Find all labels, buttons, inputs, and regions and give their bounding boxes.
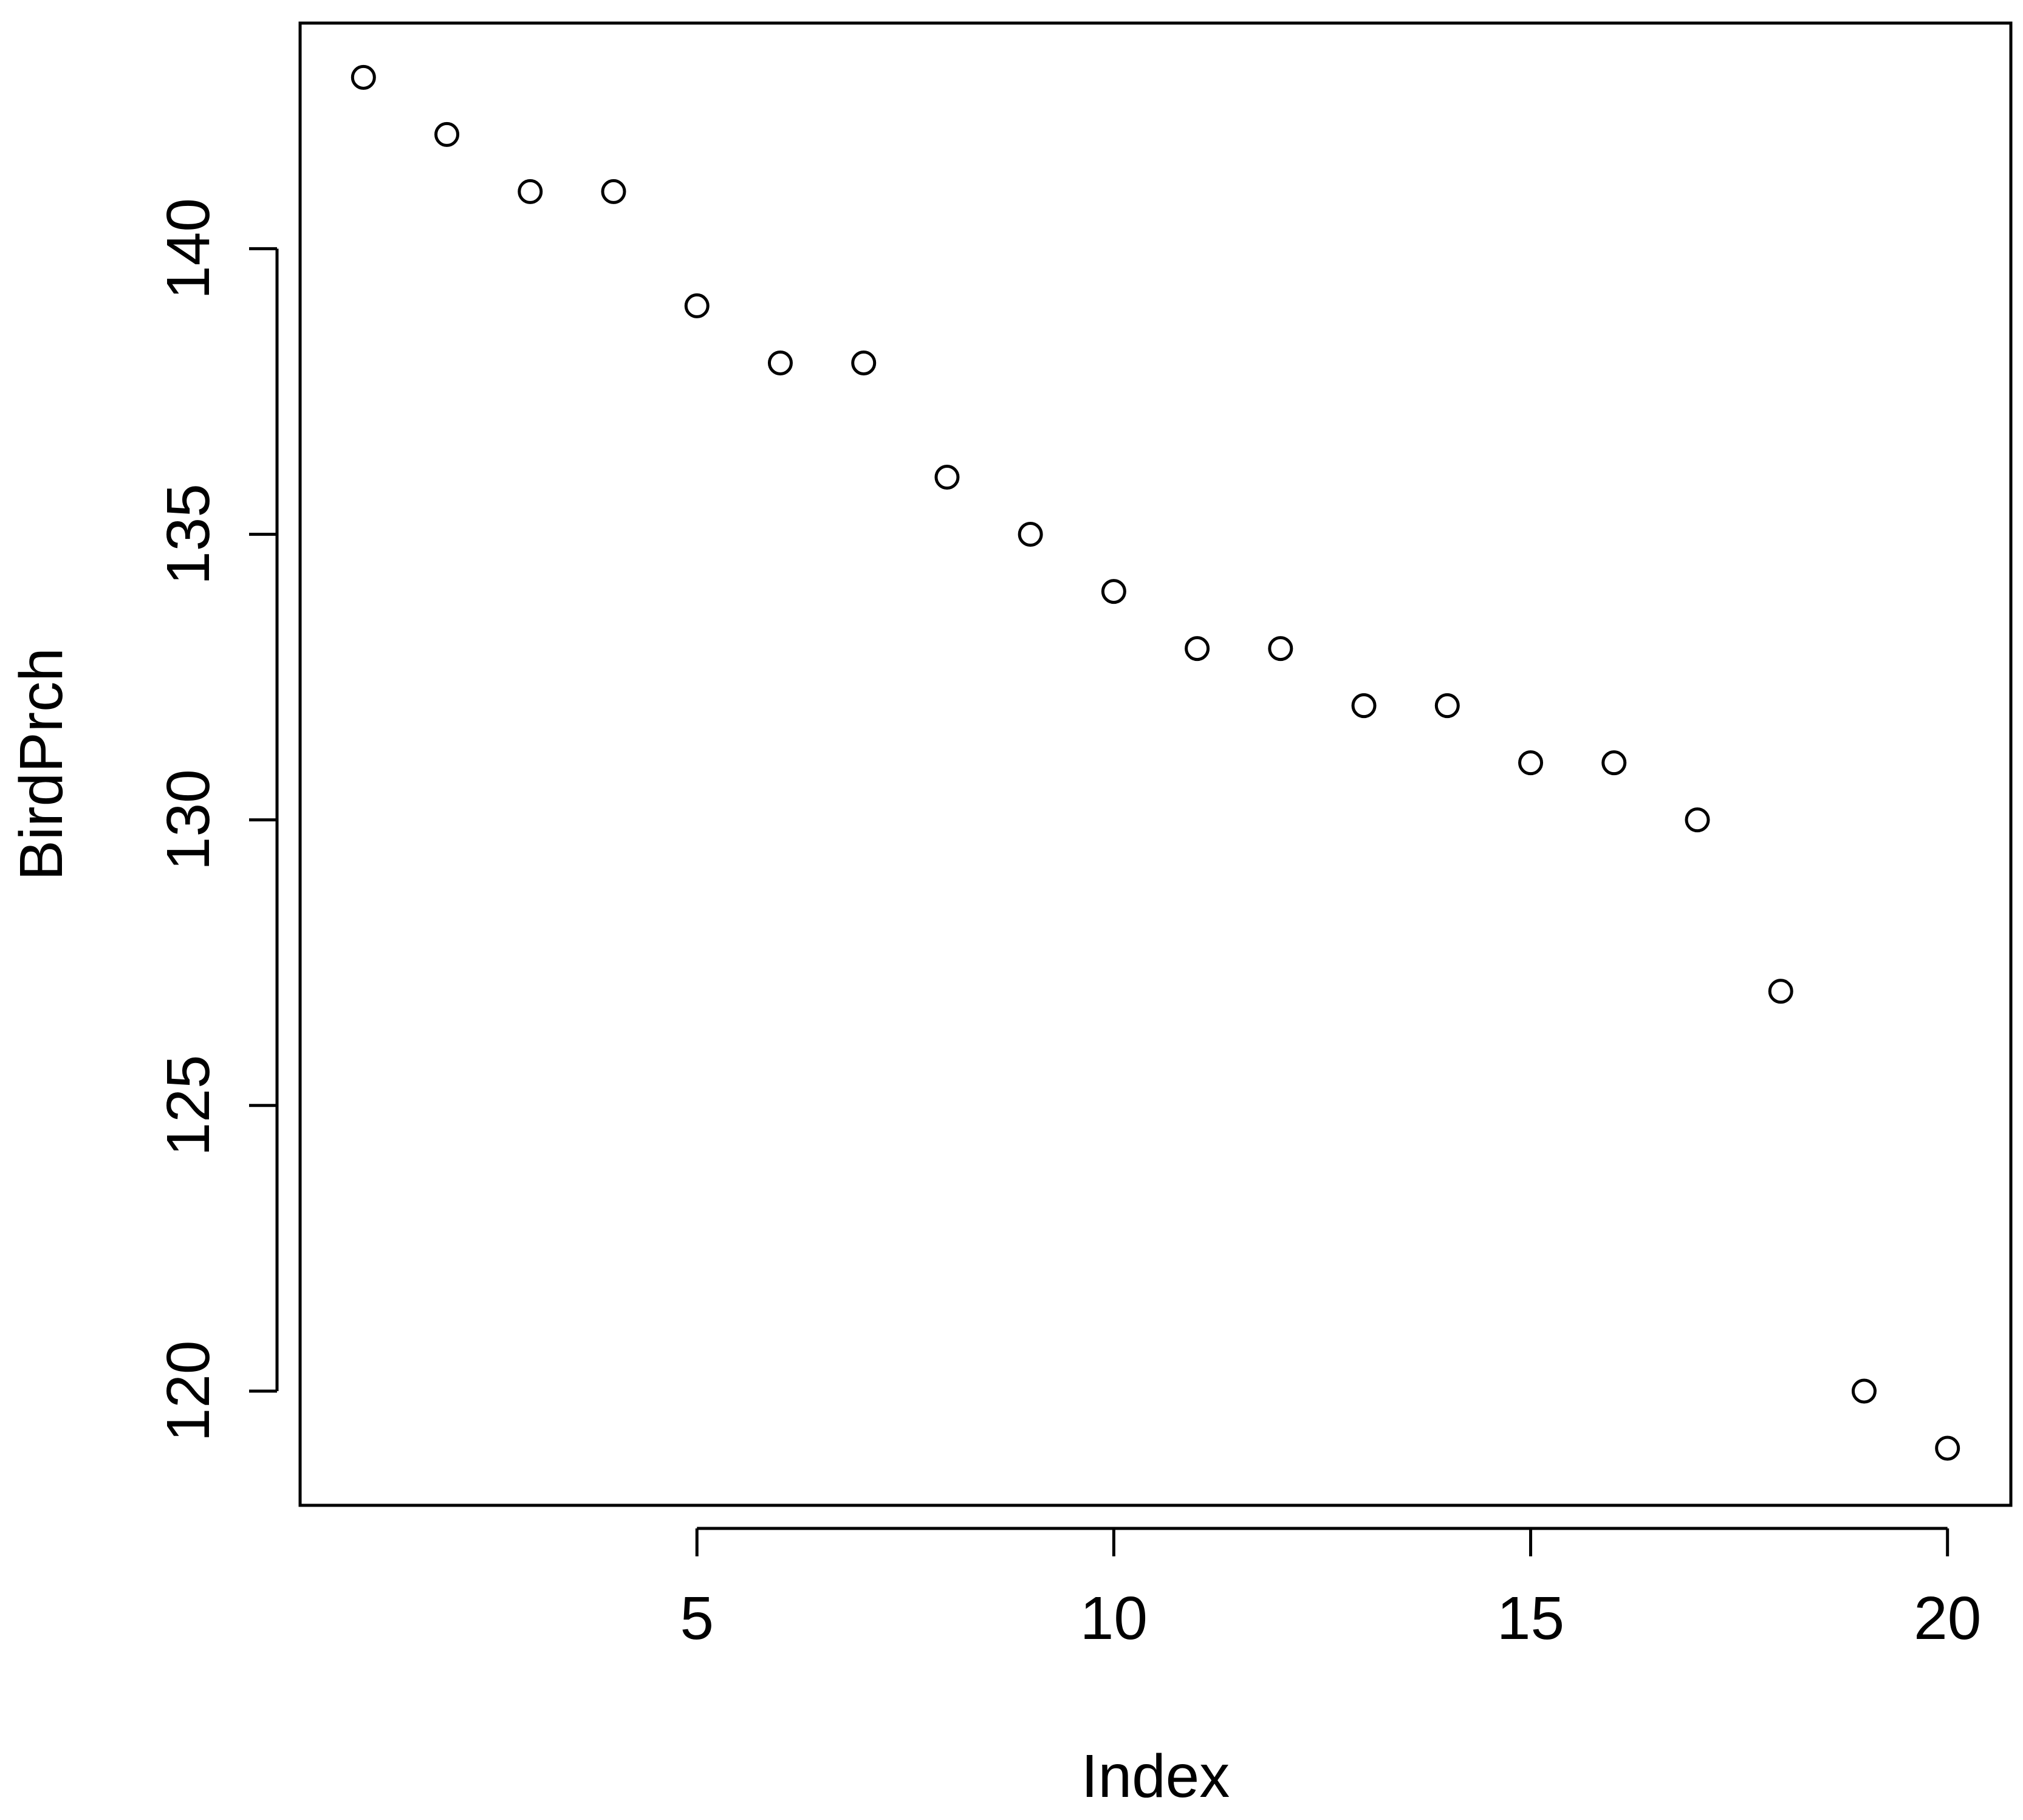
data-point [684,293,710,318]
y-tick-label: 140 [154,198,222,299]
data-points [351,64,1960,1461]
x-tick-label: 20 [1914,1584,1981,1652]
y-axis-label: BirdPrch [7,648,75,880]
data-point [1434,693,1460,719]
y-tick-label: 125 [154,1055,222,1156]
data-point [1935,1435,1960,1461]
data-point [1268,636,1293,662]
data-point [934,465,960,490]
data-point [1351,693,1377,719]
data-point [601,179,626,204]
plot-frame [298,21,2013,1507]
data-point [1518,750,1544,776]
data-point [518,179,543,204]
x-axis: 5 10 15 20 [680,1527,1981,1652]
x-axis-label: Index [1081,1742,1230,1810]
data-point [767,350,793,375]
data-point [851,350,877,375]
data-point [351,64,376,90]
y-tick-label: 135 [154,484,222,585]
x-tick-label: 5 [680,1584,714,1652]
data-point [1851,1378,1877,1404]
y-tick-label: 130 [154,769,222,871]
data-point [1018,522,1043,547]
data-point [1601,750,1627,776]
y-tick-label: 120 [154,1341,222,1442]
data-point [434,121,460,147]
y-axis: 120 125 130 135 140 [154,198,279,1442]
data-point [1768,979,1793,1004]
data-point [1185,636,1210,662]
data-point [1101,579,1126,604]
x-tick-label: 15 [1497,1584,1564,1652]
data-point [1685,807,1710,833]
x-tick-label: 10 [1080,1584,1148,1652]
